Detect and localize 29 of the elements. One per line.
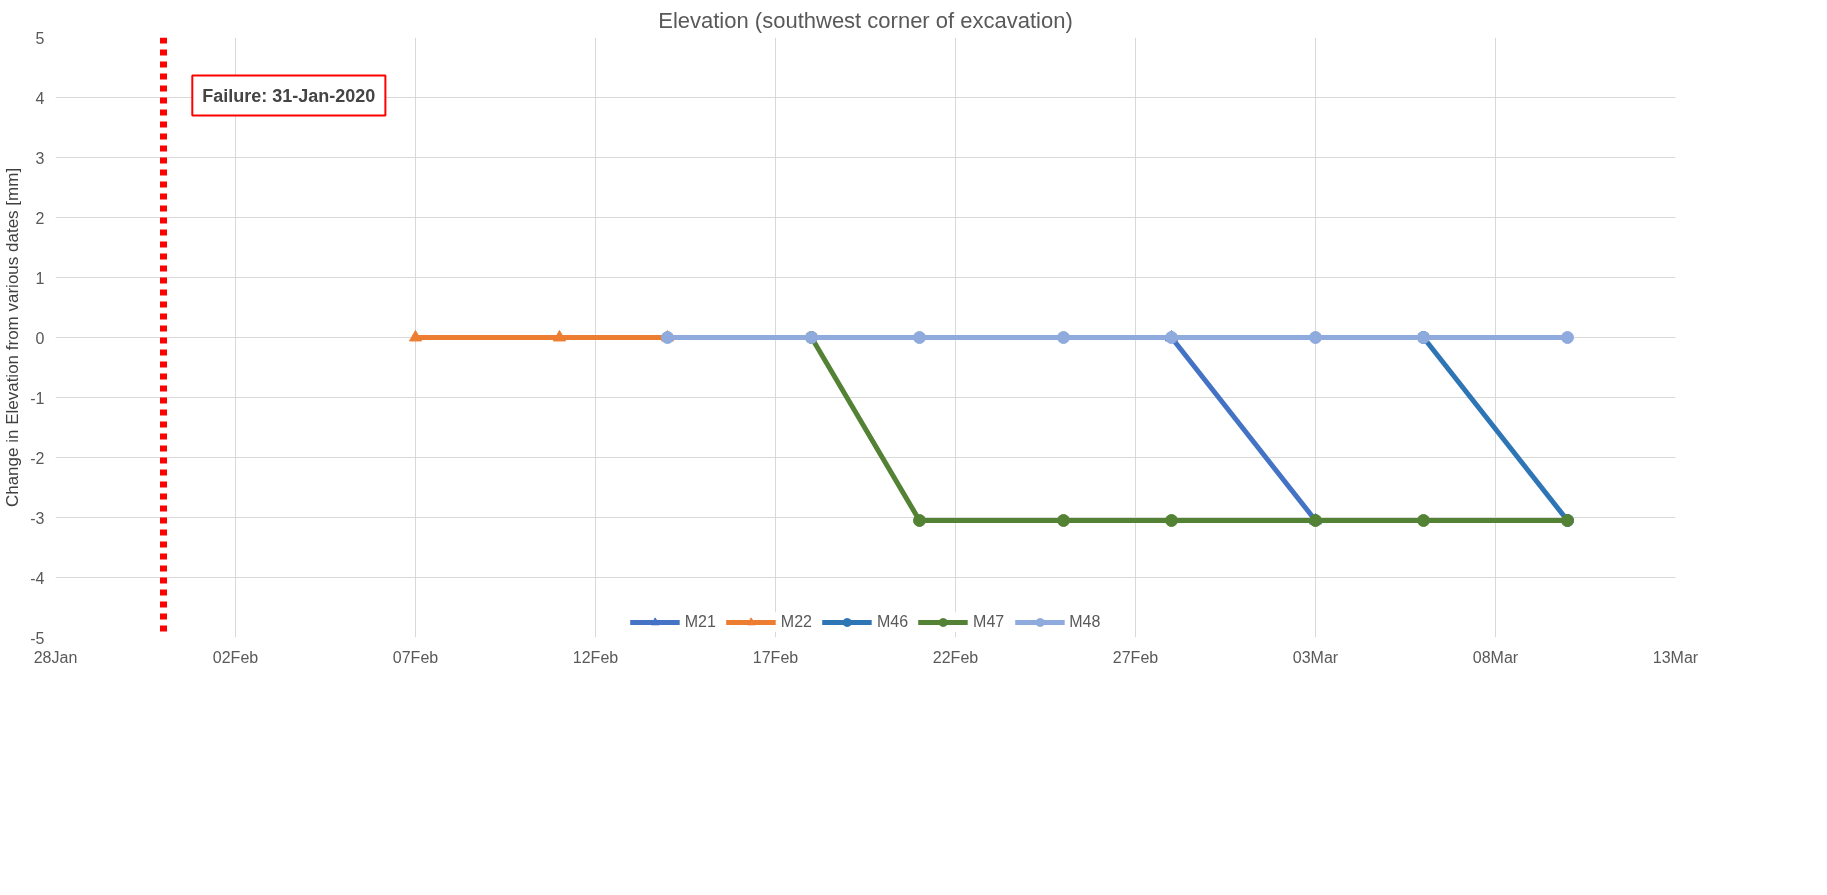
y-tick-label: -5	[30, 629, 45, 647]
y-tick-label: -4	[30, 569, 45, 587]
x-tick-label: 22Feb	[932, 648, 979, 666]
legend-label: M48	[1069, 612, 1101, 632]
x-tick-label: 17Feb	[752, 648, 799, 666]
x-tick-label: 02Feb	[212, 648, 259, 666]
x-tick-label: 28Jan	[33, 648, 78, 666]
ref-line-label: Failure: 31-Jan-2020	[202, 85, 376, 106]
y-tick-label: 0	[35, 329, 45, 347]
x-tick-label: 13Mar	[1652, 648, 1699, 666]
y-tick-label: 2	[35, 209, 45, 227]
y-tick-label: 5	[35, 29, 45, 47]
legend-label: M47	[973, 612, 1005, 632]
legend-label: M46	[876, 612, 909, 632]
y-axis-title: Change in Elevation from various dates [mm]	[3, 167, 23, 508]
legend-label: M21	[684, 612, 716, 632]
x-tick-label: 03Mar	[1292, 648, 1339, 666]
x-tick-label: 27Feb	[1112, 648, 1159, 666]
x-tick-label: 08Mar	[1472, 648, 1519, 666]
y-tick-label: -3	[30, 509, 45, 527]
y-tick-label: 4	[35, 89, 45, 107]
legend-label: M22	[780, 612, 812, 632]
y-tick-label: 3	[35, 149, 45, 167]
x-tick-label: 07Feb	[392, 648, 439, 666]
y-tick-label: -1	[30, 389, 45, 407]
chart-title: Elevation (southwest corner of excavation)	[658, 7, 1073, 33]
y-tick-label: 1	[35, 269, 45, 287]
x-tick-label: 12Feb	[572, 648, 619, 666]
y-tick-label: -2	[30, 449, 45, 467]
